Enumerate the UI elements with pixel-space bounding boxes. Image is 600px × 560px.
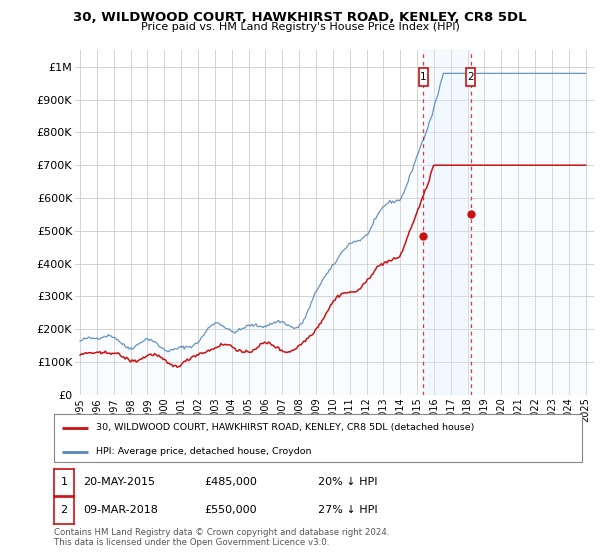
Text: 2: 2 [467, 72, 474, 82]
Text: 30, WILDWOOD COURT, HAWKHIRST ROAD, KENLEY, CR8 5DL (detached house): 30, WILDWOOD COURT, HAWKHIRST ROAD, KENL… [96, 423, 475, 432]
Text: 09-MAR-2018: 09-MAR-2018 [83, 505, 158, 515]
Text: 2: 2 [61, 505, 67, 515]
Text: 20% ↓ HPI: 20% ↓ HPI [318, 477, 377, 487]
Text: £550,000: £550,000 [204, 505, 257, 515]
Text: £485,000: £485,000 [204, 477, 257, 487]
Bar [424, 50, 470, 395]
Text: 1: 1 [61, 477, 67, 487]
Text: 1: 1 [420, 72, 427, 82]
Text: 20-MAY-2015: 20-MAY-2015 [83, 477, 155, 487]
Text: HPI: Average price, detached house, Croydon: HPI: Average price, detached house, Croy… [96, 447, 312, 456]
Text: 30, WILDWOOD COURT, HAWKHIRST ROAD, KENLEY, CR8 5DL: 30, WILDWOOD COURT, HAWKHIRST ROAD, KENL… [73, 11, 527, 24]
Text: 27% ↓ HPI: 27% ↓ HPI [318, 505, 377, 515]
Text: Contains HM Land Registry data © Crown copyright and database right 2024.
This d: Contains HM Land Registry data © Crown c… [54, 528, 389, 548]
Text: Price paid vs. HM Land Registry's House Price Index (HPI): Price paid vs. HM Land Registry's House … [140, 22, 460, 32]
Bar [466, 68, 475, 86]
Bar [419, 68, 428, 86]
